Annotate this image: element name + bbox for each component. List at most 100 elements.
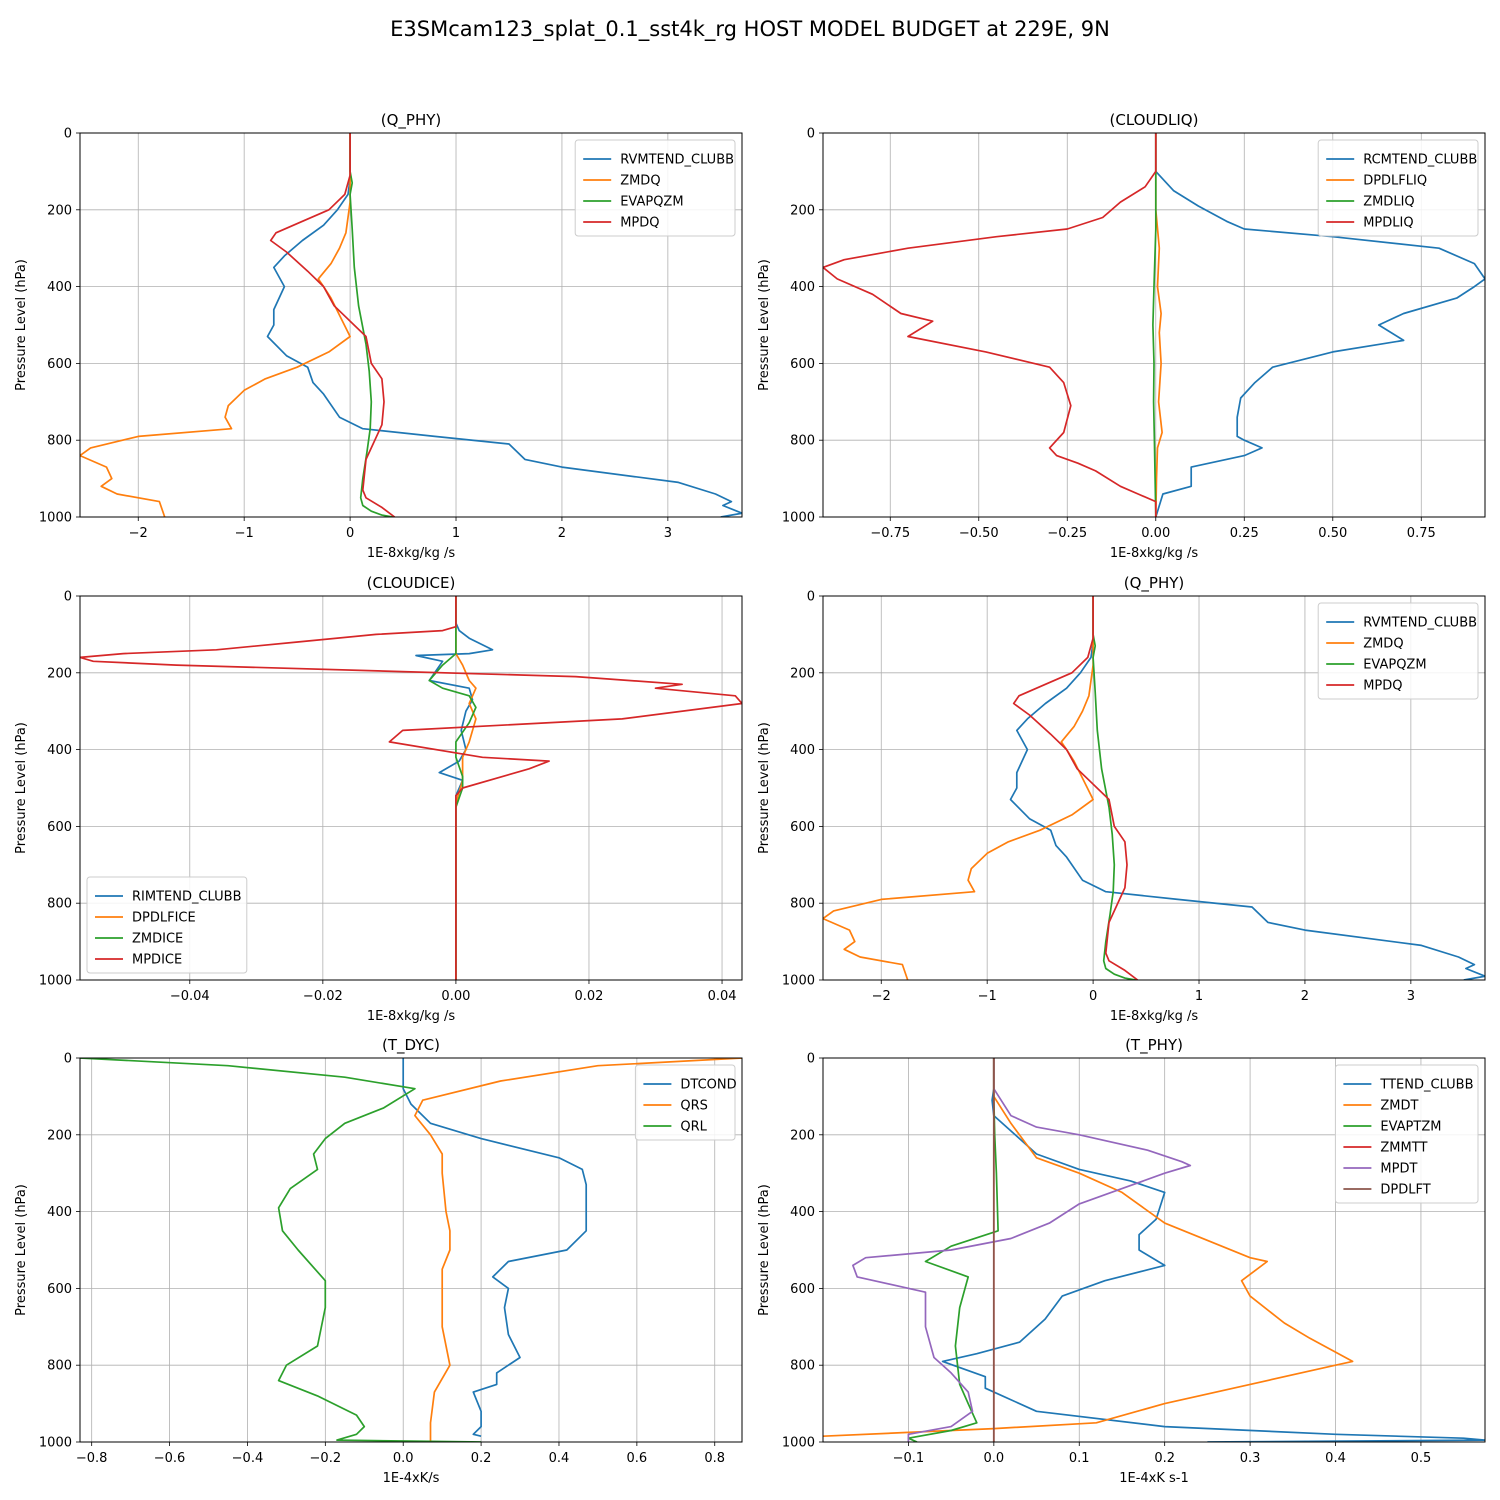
y-tick-label: 600 xyxy=(790,820,815,835)
x-tick-label: −2 xyxy=(872,989,891,1004)
y-tick-label: 600 xyxy=(47,820,72,835)
y-axis-label: Pressure Level (hPa) xyxy=(757,722,772,854)
series-line-rvmtend-clubb xyxy=(266,133,742,517)
legend-box xyxy=(86,876,248,974)
axes-frame xyxy=(822,595,1486,981)
y-tick-label: 600 xyxy=(790,357,815,372)
x-tick-label: −0.1 xyxy=(893,1451,925,1466)
series-line-zmdice xyxy=(428,596,477,980)
legend-label: RCMTEND_CLUBB xyxy=(1363,153,1477,168)
legend-label: QRL xyxy=(680,1120,707,1135)
series-line-evapqzm xyxy=(349,133,393,517)
series-line-qrs xyxy=(414,1058,742,1442)
y-tick-label: 0 xyxy=(807,590,815,605)
series-line-evaptzm xyxy=(907,1058,999,1442)
x-tick-label: −0.4 xyxy=(232,1451,264,1466)
series-line-zmdq xyxy=(80,133,351,517)
x-tick-label: 1 xyxy=(452,526,460,541)
series-group xyxy=(80,133,742,517)
x-tick-label: 0.4 xyxy=(549,1451,570,1466)
x-axis-label: 1E-4xK/s xyxy=(383,1471,440,1486)
series-line-zmdliq xyxy=(1152,133,1157,517)
legend-label: MPDLIQ xyxy=(1363,216,1413,231)
y-tick-label: 800 xyxy=(790,434,815,449)
legend-label: ZMDICE xyxy=(132,932,183,947)
x-tick-label: 2 xyxy=(1301,989,1309,1004)
series-group xyxy=(823,596,1485,980)
legend-label: DPDLFT xyxy=(1380,1183,1430,1198)
subplot-title: (T_DYC) xyxy=(382,1036,440,1055)
series-line-dtcond xyxy=(402,1058,588,1438)
x-tick-label: −0.04 xyxy=(170,989,210,1004)
x-tick-label: −0.25 xyxy=(1047,526,1087,541)
x-tick-label: 0.00 xyxy=(441,989,470,1004)
legend-label: ZMDLIQ xyxy=(1363,195,1414,210)
figure-title: E3SMcam123_splat_0.1_sst4k_rg HOST MODEL… xyxy=(390,17,1110,42)
subplot-title: (Q_PHY) xyxy=(1124,574,1185,593)
y-tick-label: 0 xyxy=(64,1052,72,1067)
legend-label: RVMTEND_CLUBB xyxy=(1363,616,1477,631)
series-line-mpdice xyxy=(80,596,742,980)
subplot-title: (T_PHY) xyxy=(1125,1036,1183,1055)
x-tick-label: 0.6 xyxy=(627,1451,648,1466)
legend-label: ZMDT xyxy=(1380,1099,1418,1114)
x-tick-label: 0.5 xyxy=(1411,1451,1432,1466)
legend-label: MPDT xyxy=(1380,1162,1417,1177)
x-axis-label: 1E-8xkg/kg /s xyxy=(367,546,456,561)
axes-frame xyxy=(822,1057,1486,1443)
legend-label: MPDQ xyxy=(620,216,659,231)
subplot-title: (CLOUDLIQ) xyxy=(1110,111,1199,129)
x-axis-label: 1E-8xkg/kg /s xyxy=(1110,1009,1199,1024)
y-tick-label: 400 xyxy=(790,743,815,758)
legend-label: RIMTEND_CLUBB xyxy=(132,890,242,905)
series-group xyxy=(823,1058,1485,1442)
series-line-evapqzm xyxy=(1092,596,1136,980)
x-tick-label: 0.2 xyxy=(471,1451,492,1466)
x-tick-label: 0 xyxy=(346,526,354,541)
y-tick-label: 800 xyxy=(47,1359,72,1374)
y-tick-label: 800 xyxy=(790,1359,815,1374)
legend-label: QRS xyxy=(680,1099,708,1114)
series-line-zmdq xyxy=(823,596,1094,980)
x-tick-label: −0.2 xyxy=(310,1451,342,1466)
x-tick-label: 0.4 xyxy=(1325,1451,1346,1466)
legend: RVMTEND_CLUBB ZMDQ EVAPQZM MPDQ xyxy=(574,139,736,237)
x-axis-label: 1E-4xK s-1 xyxy=(1119,1471,1189,1486)
y-axis-label: Pressure Level (hPa) xyxy=(14,259,29,391)
y-tick-label: 0 xyxy=(64,590,72,605)
y-tick-label: 400 xyxy=(47,1205,72,1220)
x-tick-label: −0.6 xyxy=(154,1451,186,1466)
subplot-1: −2 −1 0 1 2 3 0 200 400 600 800 1000 (Q_PHY) 1E-8xkg/… xyxy=(14,111,743,561)
subplot-4: −2 −1 0 1 2 3 0 200 400 600 800 1000 (Q_PHY) 1E-8xkg/… xyxy=(757,574,1486,1024)
axes-frame xyxy=(79,595,743,981)
y-tick-label: 1000 xyxy=(39,1436,72,1451)
y-axis-label: Pressure Level (hPa) xyxy=(757,259,772,391)
x-tick-label: −1 xyxy=(978,989,997,1004)
series-line-rcmtend-clubb xyxy=(1154,133,1485,517)
x-tick-label: −0.50 xyxy=(959,526,999,541)
legend-box xyxy=(574,139,736,237)
series-group xyxy=(80,596,742,980)
series-line-rimtend-clubb xyxy=(415,596,494,980)
y-tick-label: 0 xyxy=(807,1052,815,1067)
legend-label: DPDLFLIQ xyxy=(1363,174,1427,189)
x-tick-label: −0.02 xyxy=(303,989,343,1004)
x-tick-label: 0.1 xyxy=(1069,1451,1090,1466)
x-tick-label: −0.8 xyxy=(76,1451,108,1466)
y-tick-label: 0 xyxy=(807,127,815,142)
x-tick-label: 0.3 xyxy=(1240,1451,1261,1466)
legend-label: RVMTEND_CLUBB xyxy=(620,153,734,168)
legend-label: DTCOND xyxy=(680,1078,736,1093)
x-tick-label: 3 xyxy=(664,526,672,541)
y-tick-label: 400 xyxy=(47,280,72,295)
series-line-zmdt xyxy=(823,1058,1354,1438)
series-line-rvmtend-clubb xyxy=(1009,596,1485,980)
y-tick-label: 600 xyxy=(47,1282,72,1297)
x-tick-label: 0.0 xyxy=(983,1451,1004,1466)
subplot-title: (Q_PHY) xyxy=(381,111,442,130)
axes-frame xyxy=(822,132,1486,518)
subplot-grid: −2 −1 0 1 2 3 0 200 400 600 800 1000 (Q_PHY) 1E-8xkg/… xyxy=(14,111,1486,1486)
y-tick-label: 200 xyxy=(790,666,815,681)
y-tick-label: 400 xyxy=(47,743,72,758)
